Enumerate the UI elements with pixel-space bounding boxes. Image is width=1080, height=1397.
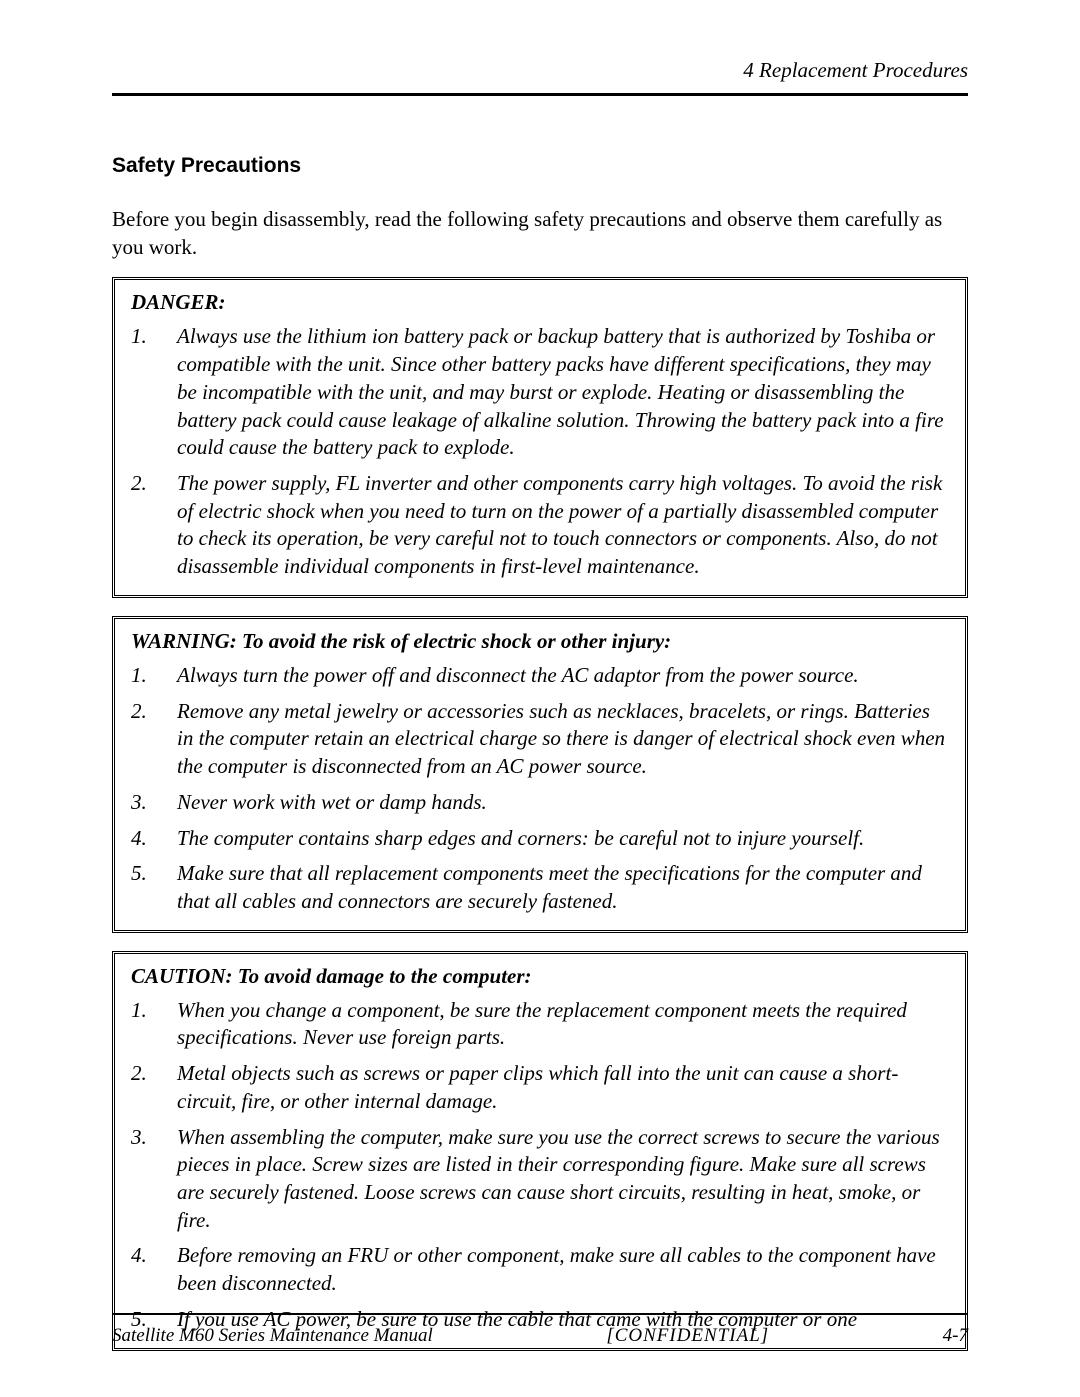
danger-box: DANGER: Always use the lithium ion batte… <box>112 277 968 597</box>
intro-paragraph: Before you begin disassembly, read the f… <box>112 206 968 261</box>
list-item: When you change a component, be sure the… <box>131 997 949 1052</box>
page: 4 Replacement Procedures Safety Precauti… <box>0 0 1080 1397</box>
footer-left: Satellite M60 Series Maintenance Manual <box>112 1325 433 1347</box>
section-title: Safety Precautions <box>112 154 968 178</box>
list-item: When assembling the computer, make sure … <box>131 1124 949 1235</box>
list-item: The power supply, FL inverter and other … <box>131 470 949 581</box>
warning-box: WARNING: To avoid the risk of electric s… <box>112 616 968 933</box>
danger-list: Always use the lithium ion battery pack … <box>131 323 949 580</box>
warning-heading: WARNING: To avoid the risk of electric s… <box>131 629 949 654</box>
caution-heading: CAUTION: To avoid damage to the computer… <box>131 964 949 989</box>
warning-list: Always turn the power off and disconnect… <box>131 662 949 916</box>
list-item: Make sure that all replacement component… <box>131 860 949 915</box>
list-item: Remove any metal jewelry or accessories … <box>131 698 949 781</box>
list-item: Never work with wet or damp hands. <box>131 789 949 817</box>
list-item: Before removing an FRU or other componen… <box>131 1242 949 1297</box>
caution-list: When you change a component, be sure the… <box>131 997 949 1334</box>
list-item: The computer contains sharp edges and co… <box>131 825 949 853</box>
list-item: Metal objects such as screws or paper cl… <box>131 1060 949 1115</box>
caution-box: CAUTION: To avoid damage to the computer… <box>112 951 968 1351</box>
running-head: 4 Replacement Procedures <box>112 58 968 96</box>
list-item: Always use the lithium ion battery pack … <box>131 323 949 462</box>
footer-center: [CONFIDENTIAL] <box>606 1325 769 1347</box>
page-footer: Satellite M60 Series Maintenance Manual … <box>112 1313 968 1347</box>
danger-heading: DANGER: <box>131 290 949 315</box>
list-item: Always turn the power off and disconnect… <box>131 662 949 690</box>
footer-right: 4-7 <box>943 1325 968 1347</box>
